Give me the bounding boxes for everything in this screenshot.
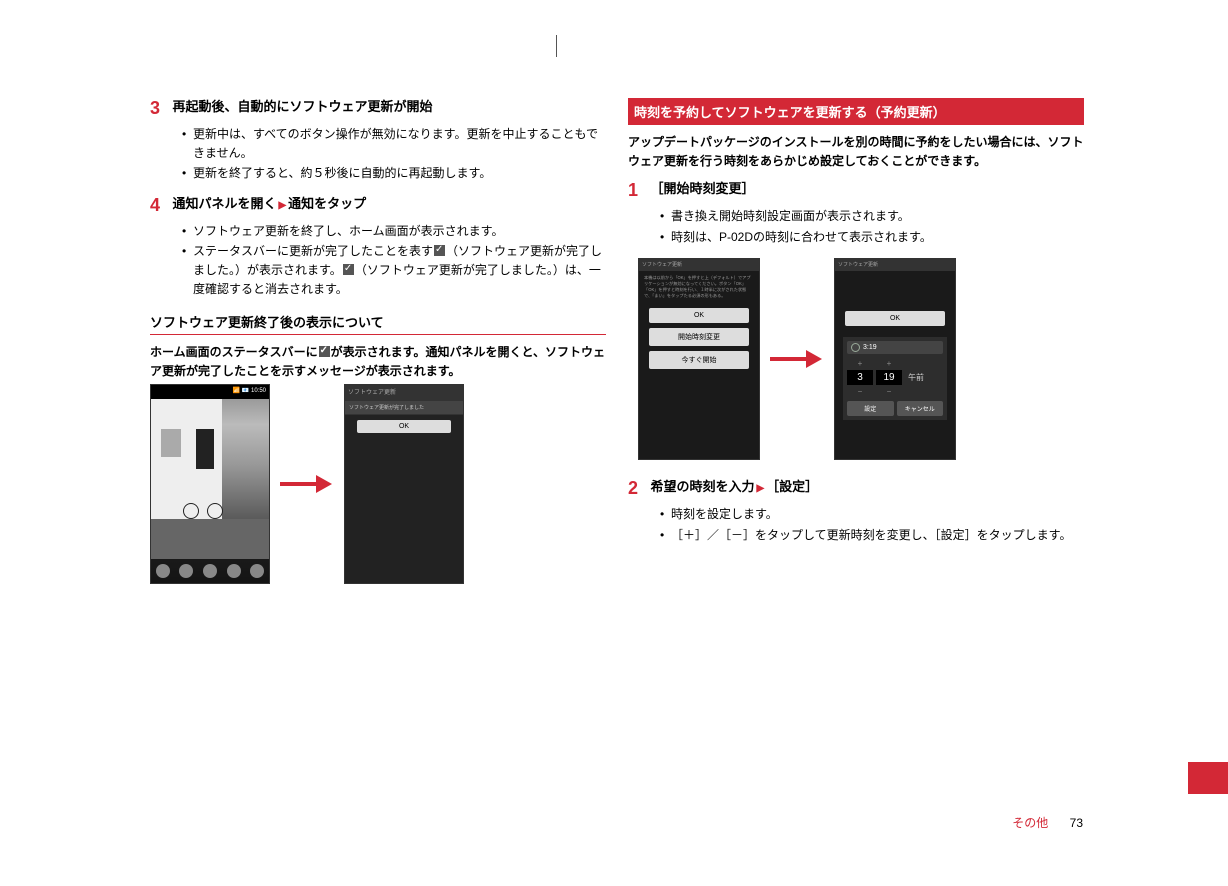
- minus-icon: −: [847, 387, 873, 396]
- bicycle-graphic: [183, 493, 223, 519]
- minute-value: 19: [876, 370, 902, 385]
- ok-button: OK: [845, 311, 945, 326]
- triangle-right-icon: ▶: [278, 200, 286, 211]
- bullet: 更新中は、すべてのボタン操作が無効になります。更新を中止することもできません。: [182, 125, 606, 162]
- step-title: ［開始時刻変更］: [650, 180, 754, 198]
- time-dialog: 3:19 + 3 − + 19 − 午前: [843, 337, 947, 420]
- ok-button: OK: [649, 308, 749, 323]
- dock-icon: [156, 564, 170, 578]
- screenshot-row-2: ソフトウェア更新 本機は以前から「OK」を押すと上（デフォルト）でアプリケーショ…: [638, 258, 1084, 460]
- left-column: 3 再起動後、自動的にソフトウェア更新が開始 更新中は、すべてのボタン操作が無効…: [150, 98, 606, 584]
- step-3: 3 再起動後、自動的にソフトウェア更新が開始 更新中は、すべてのボタン操作が無効…: [150, 98, 606, 183]
- screenshot-update-menu: ソフトウェア更新 本機は以前から「OK」を押すと上（デフォルト）でアプリケーショ…: [638, 258, 760, 460]
- check-icon: [319, 346, 330, 357]
- bullet: 書き換え開始時刻設定画面が表示されます。: [660, 207, 1084, 226]
- step-3-bullets: 更新中は、すべてのボタン操作が無効になります。更新を中止することもできません。 …: [182, 125, 606, 183]
- step-number: 3: [150, 98, 168, 119]
- right-column: 時刻を予約してソフトウェアを更新する（予約更新） アップデートパッケージのインス…: [628, 98, 1084, 584]
- statusbar: 📶 📧 10:50: [151, 385, 269, 399]
- bullet: 時刻を設定します。: [660, 505, 1084, 524]
- screenshot-row: 📶 📧 10:50: [150, 384, 606, 584]
- section-heading-band: 時刻を予約してソフトウェアを更新する（予約更新）: [628, 98, 1084, 125]
- step-number: 2: [628, 478, 646, 499]
- window-graphic: [161, 429, 181, 457]
- notif-row: ソフトウェア更新が完了しました: [345, 401, 463, 415]
- home-wallpaper: [151, 399, 269, 559]
- step-1: 1 ［開始時刻変更］ 書き換え開始時刻設定画面が表示されます。 時刻は、P-02…: [628, 180, 1084, 246]
- cancel-button: キャンセル: [897, 401, 944, 416]
- step-2-bullets: 時刻を設定します。 ［＋］／［－］をタップして更新時刻を変更し、［設定］をタップ…: [660, 505, 1084, 544]
- intro-text: アップデートパッケージのインストールを別の時間に予約をしたい場合には、ソフトウェ…: [628, 133, 1084, 170]
- bullet-text: ステータスバーに更新が完了したことを表す: [193, 244, 433, 258]
- ampm-label: 午前: [905, 372, 927, 383]
- step-title-part: 通知パネルを開く: [172, 196, 276, 211]
- step-2: 2 希望の時刻を入力▶［設定］ 時刻を設定します。 ［＋］／［－］をタップして更…: [628, 478, 1084, 544]
- check-icon: [434, 245, 445, 256]
- page-number: 73: [1070, 816, 1083, 830]
- start-now-button: 今すぐ開始: [649, 351, 749, 369]
- hour-spinner: + 3 −: [847, 359, 873, 396]
- step-title: 希望の時刻を入力▶［設定］: [650, 478, 818, 496]
- page-footer: その他 73: [1012, 814, 1083, 831]
- time-dialog-header: 3:19: [847, 341, 943, 354]
- dialog-buttons: 設定 キャンセル: [847, 401, 943, 416]
- bullet: 時刻は、P-02Dの時刻に合わせて表示されます。: [660, 228, 1084, 247]
- arrow-right-icon: [280, 475, 334, 493]
- plus-icon: +: [847, 359, 873, 368]
- step-1-bullets: 書き換え開始時刻設定画面が表示されます。 時刻は、P-02Dの時刻に合わせて表示…: [660, 207, 1084, 246]
- bullet: ［＋］／［－］をタップして更新時刻を変更し、［設定］をタップします。: [660, 526, 1084, 545]
- screen-topbar: ソフトウェア更新: [835, 259, 955, 271]
- step-4: 4 通知パネルを開く▶通知をタップ ソフトウェア更新を終了し、ホーム画面が表示さ…: [150, 195, 606, 298]
- minus-icon: −: [876, 387, 902, 396]
- hour-value: 3: [847, 370, 873, 385]
- dock-icon: [250, 564, 264, 578]
- triangle-right-icon: ▶: [756, 483, 764, 494]
- dock: [151, 559, 269, 583]
- screenshot-notification-panel: ソフトウェア更新 ソフトウェア更新が完了しました OK: [344, 384, 464, 584]
- check-icon: [343, 264, 354, 275]
- minute-spinner: + 19 −: [876, 359, 902, 396]
- bullet: ソフトウェア更新を終了し、ホーム画面が表示されます。: [182, 222, 606, 241]
- step-title-part: 希望の時刻を入力: [650, 479, 754, 494]
- dock-icon: [179, 564, 193, 578]
- screenshot-time-picker: ソフトウェア更新 OK 3:19 + 3 − + 19 −: [834, 258, 956, 460]
- step-number: 1: [628, 180, 646, 201]
- ground-graphic: [151, 519, 269, 559]
- lead-part: ホーム画面のステータスバーに: [150, 345, 318, 359]
- dock-icon: [203, 564, 217, 578]
- arrow-right-icon: [770, 350, 824, 368]
- door-graphic: [196, 429, 214, 469]
- step-4-bullets: ソフトウェア更新を終了し、ホーム画面が表示されます。 ステータスバーに更新が完了…: [182, 222, 606, 298]
- step-number: 4: [150, 195, 168, 216]
- set-button: 設定: [847, 401, 894, 416]
- bullet: 更新を終了すると、約５秒後に自動的に再起動します。: [182, 164, 606, 183]
- dock-icon: [227, 564, 241, 578]
- side-index-tab: [1188, 762, 1228, 794]
- screen-message: 本機は以前から「OK」を押すと上（デフォルト）でアプリケーションが無効になってく…: [639, 271, 759, 303]
- screen-topbar: ソフトウェア更新: [639, 259, 759, 271]
- time-spinners: + 3 − + 19 − 午前: [847, 359, 943, 396]
- step-title-part: 通知をタップ: [288, 196, 366, 211]
- plus-icon: +: [876, 359, 902, 368]
- bullet: ステータスバーに更新が完了したことを表す（ソフトウェア更新が完了しました。）が表…: [182, 242, 606, 298]
- step-title-part: ［設定］: [766, 479, 818, 494]
- step-title: 通知パネルを開く▶通知をタップ: [172, 195, 366, 213]
- section-label: その他: [1012, 816, 1048, 830]
- subheading: ソフトウェア更新終了後の表示について: [150, 312, 606, 335]
- step-title: 再起動後、自動的にソフトウェア更新が開始: [172, 98, 432, 116]
- lead-text: ホーム画面のステータスバーにが表示されます。通知パネルを開くと、ソフトウェア更新…: [150, 343, 606, 380]
- page-content: 3 再起動後、自動的にソフトウェア更新が開始 更新中は、すべてのボタン操作が無効…: [150, 98, 1086, 584]
- page-top-marker: [556, 35, 557, 57]
- ok-button: OK: [357, 420, 451, 433]
- screenshot-home: 📶 📧 10:50: [150, 384, 270, 584]
- change-time-button: 開始時刻変更: [649, 328, 749, 346]
- notif-panel-header: ソフトウェア更新: [345, 385, 463, 401]
